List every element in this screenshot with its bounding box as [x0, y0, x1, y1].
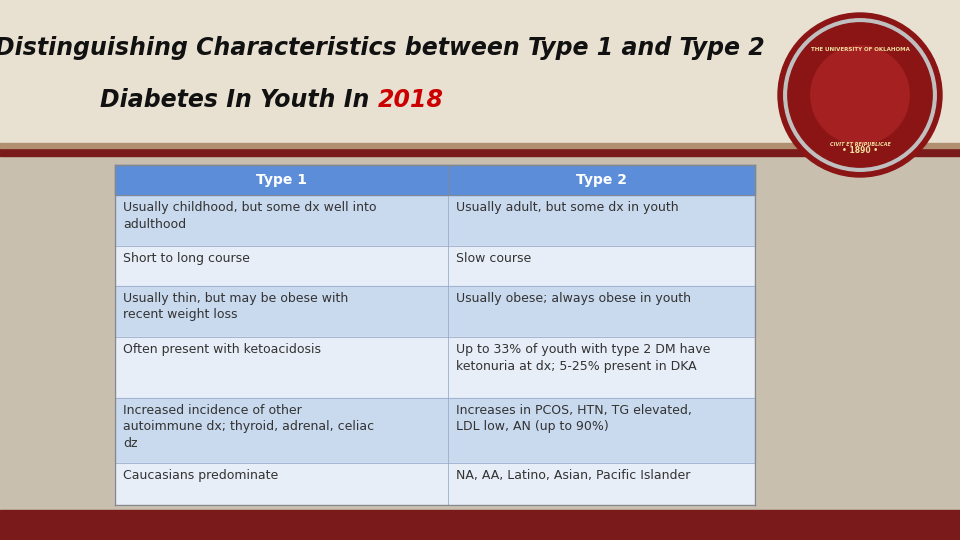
Text: Usually adult, but some dx in youth: Usually adult, but some dx in youth [456, 201, 679, 214]
Circle shape [788, 23, 932, 167]
Bar [115, 165, 755, 195]
Text: Slow course: Slow course [456, 252, 531, 265]
Bar [0, 148, 960, 156]
Text: Increases in PCOS, HTN, TG elevated,
LDL low, AN (up to 90%): Increases in PCOS, HTN, TG elevated, LDL… [456, 404, 692, 433]
Bar [0, 143, 960, 148]
Text: NA, AA, Latino, Asian, Pacific Islander: NA, AA, Latino, Asian, Pacific Islander [456, 469, 690, 482]
Text: Increased incidence of other
autoimmune dx; thyroid, adrenal, celiac
dz: Increased incidence of other autoimmune … [123, 404, 374, 450]
Text: Diabetes In Youth In 2018: Diabetes In Youth In 2018 [208, 88, 552, 112]
Bar [115, 463, 755, 505]
Text: Up to 33% of youth with type 2 DM have
ketonuria at dx; 5-25% present in DKA: Up to 33% of youth with type 2 DM have k… [456, 343, 710, 373]
Text: 2018: 2018 [378, 88, 444, 112]
Bar [115, 246, 755, 286]
Text: Caucasians predominate: Caucasians predominate [123, 469, 278, 482]
Text: Type 2: Type 2 [576, 173, 627, 187]
Bar [115, 195, 755, 246]
Bar [115, 398, 755, 463]
Circle shape [778, 13, 942, 177]
Text: THE UNIVERSITY OF OKLAHOMA: THE UNIVERSITY OF OKLAHOMA [810, 48, 909, 52]
Text: Diabetes In Youth In: Diabetes In Youth In [101, 88, 378, 112]
Text: Short to long course: Short to long course [123, 252, 250, 265]
Bar [0, 0, 960, 150]
Text: Usually obese; always obese in youth: Usually obese; always obese in youth [456, 292, 691, 305]
Text: Distinguishing Characteristics between Type 1 and Type 2: Distinguishing Characteristics between T… [0, 36, 765, 60]
Bar [0, 510, 960, 540]
Text: Often present with ketoacidosis: Often present with ketoacidosis [123, 343, 321, 356]
Bar [115, 337, 755, 398]
Text: Type 1: Type 1 [256, 173, 307, 187]
Circle shape [811, 46, 909, 144]
Text: Usually thin, but may be obese with
recent weight loss: Usually thin, but may be obese with rece… [123, 292, 348, 321]
Text: CIVIT ET REIPUBLICAE: CIVIT ET REIPUBLICAE [829, 141, 891, 147]
Bar [115, 286, 755, 337]
Circle shape [783, 19, 936, 171]
Text: • 1890 •: • 1890 • [842, 146, 878, 156]
Text: Usually childhood, but some dx well into
adulthood: Usually childhood, but some dx well into… [123, 201, 376, 231]
